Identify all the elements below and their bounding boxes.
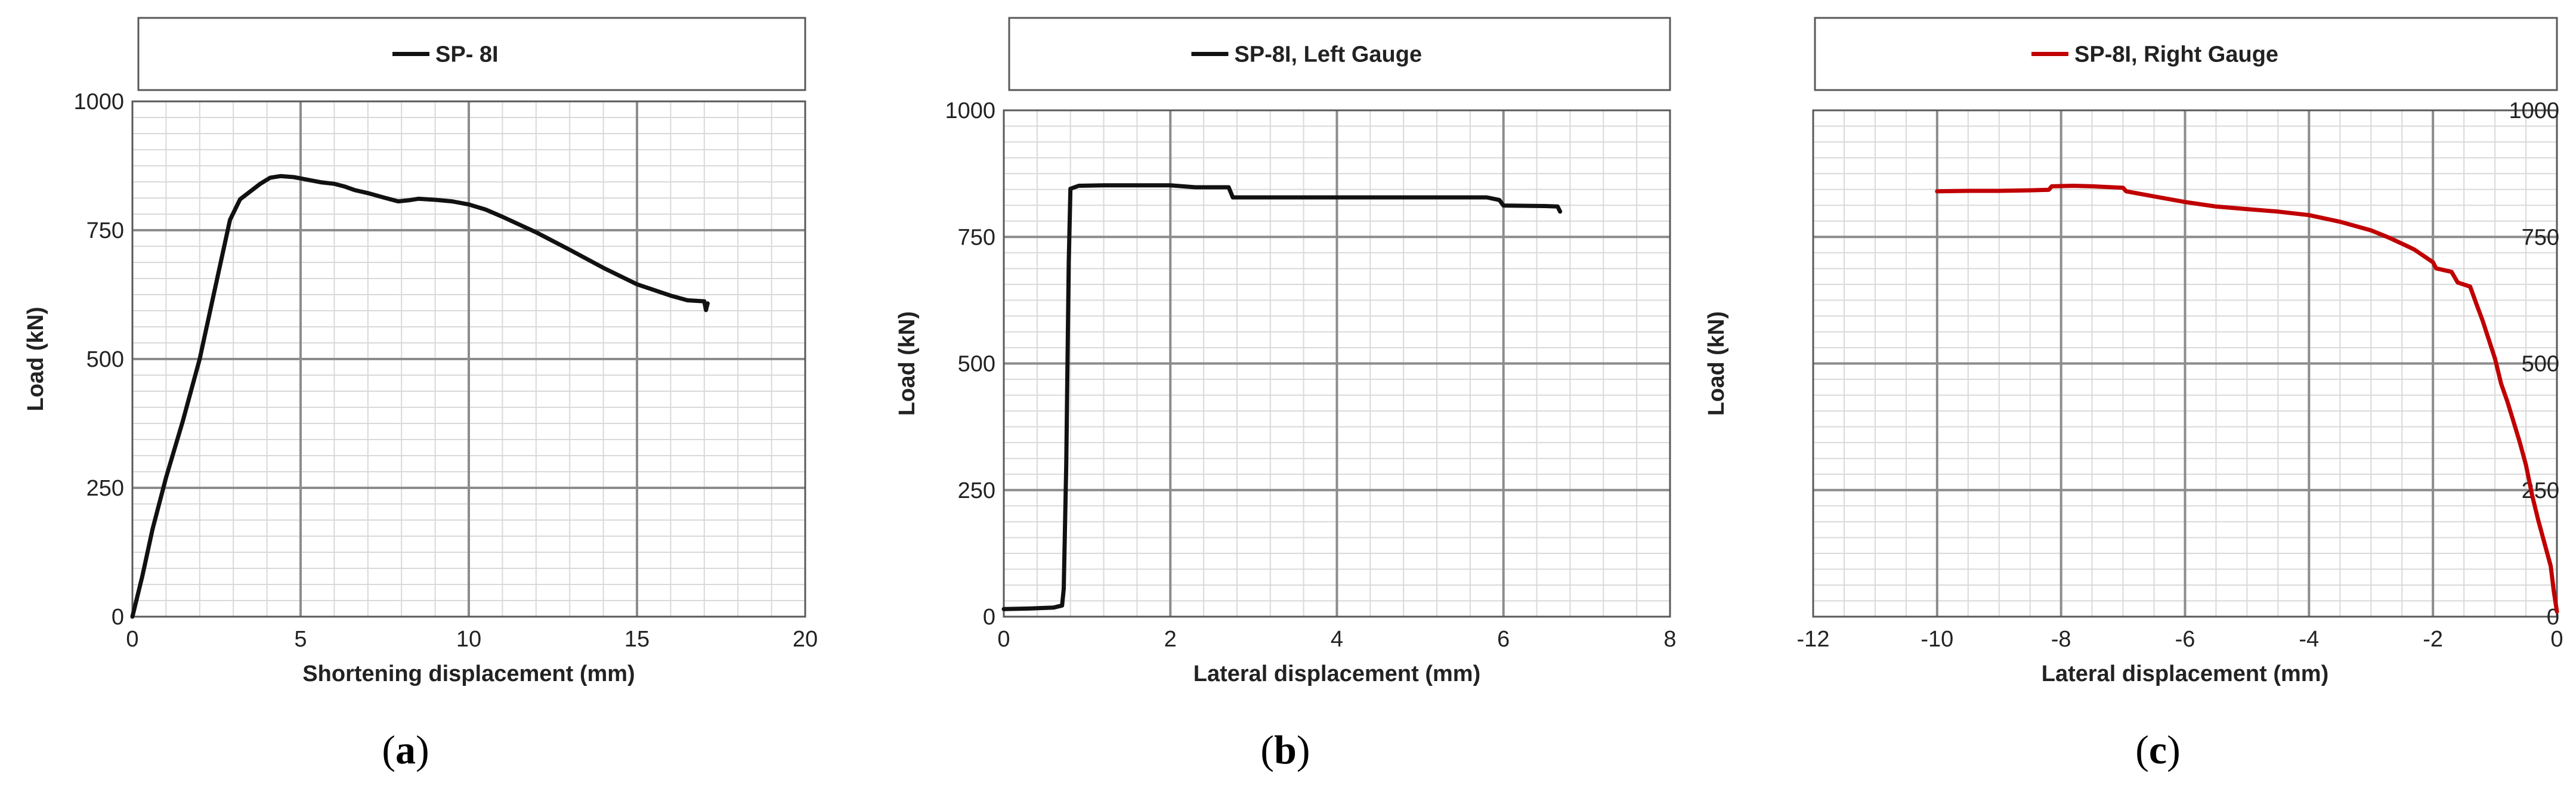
x-tick-label: -4 (2299, 627, 2319, 652)
x-tick-label: 10 (456, 627, 481, 652)
y-tick-label: 1000 (73, 89, 124, 115)
y-tick-label: 1000 (2509, 98, 2559, 123)
x-tick-label: 0 (126, 627, 138, 652)
x-axis-title: Shortening displacement (mm) (302, 661, 635, 686)
series-line (1935, 184, 2559, 614)
legend-box (1814, 17, 2558, 91)
chart-panel-a: 0 5 10 15 20 0 250 500 750 1000 Shortening displac… (23, 17, 818, 772)
y-axis-title: Load (kN) (1704, 311, 1729, 416)
y-tick-label: 250 (2522, 478, 2559, 503)
y-tick-label: 0 (983, 605, 995, 630)
legend-box (1008, 17, 1671, 91)
x-tick-label: -2 (2423, 627, 2443, 652)
x-tick-label: 2 (1164, 627, 1177, 652)
panel-caption: (a) (382, 727, 429, 772)
x-tick-label: 0 (997, 627, 1010, 652)
x-tick-label: 6 (1497, 627, 1510, 652)
y-tick-label: 250 (958, 478, 995, 503)
panel-caption: (b) (1260, 727, 1310, 772)
legend-box (137, 17, 806, 91)
y-tick-label: 500 (958, 352, 995, 377)
y-tick-label: 750 (86, 218, 124, 243)
x-axis-title: Lateral displacement (mm) (2042, 661, 2328, 686)
plot-frame (1003, 109, 1671, 618)
x-tick-label: -10 (1921, 627, 1953, 652)
chart-panel-b: 0 2 4 6 8 0 250 500 750 1000 Lateral displacement … (895, 17, 1677, 772)
y-axis-title: Load (kN) (23, 307, 48, 411)
x-tick-label: -6 (2175, 627, 2195, 652)
y-tick-label: 750 (2522, 225, 2559, 250)
x-tick-label: 8 (1663, 627, 1676, 652)
panel-caption: (c) (2135, 727, 2181, 772)
x-tick-label: 20 (793, 627, 818, 652)
plot-frame (131, 100, 806, 618)
legend-label: SP-8I, Left Gauge (1235, 42, 1422, 67)
legend-label: SP- 8I (435, 42, 499, 67)
y-tick-label: 250 (86, 476, 124, 501)
plot-frame (1812, 109, 2558, 618)
series-line (130, 174, 710, 619)
x-tick-label: -12 (1797, 627, 1830, 652)
y-axis-title: Load (kN) (895, 311, 920, 416)
legend-label: SP-8I, Right Gauge (2074, 42, 2278, 67)
series-line (1001, 183, 1563, 611)
y-tick-label: 500 (86, 347, 124, 372)
x-tick-label: 5 (294, 627, 307, 652)
y-tick-label: 750 (958, 225, 995, 250)
x-tick-label: 4 (1331, 627, 1343, 652)
y-tick-label: 1000 (945, 98, 995, 123)
x-axis-title: Lateral displacement (mm) (1193, 661, 1480, 686)
x-tick-label: 0 (2550, 627, 2563, 652)
x-tick-label: 15 (624, 627, 650, 652)
y-tick-label: 500 (2522, 352, 2559, 377)
x-tick-label: -8 (2051, 627, 2071, 652)
y-tick-label: 0 (112, 605, 124, 630)
